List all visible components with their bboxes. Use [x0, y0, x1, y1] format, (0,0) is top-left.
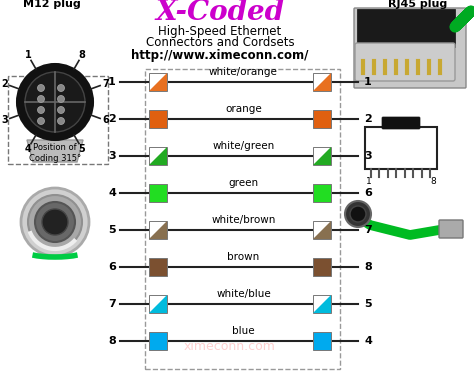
Text: orange: orange	[225, 104, 262, 114]
Text: 4: 4	[25, 144, 31, 154]
Circle shape	[42, 209, 68, 235]
Polygon shape	[313, 221, 331, 239]
Text: Connectors and Cordsets: Connectors and Cordsets	[146, 36, 294, 50]
Bar	[313, 110, 331, 128]
Circle shape	[37, 118, 45, 125]
Text: 2: 2	[364, 114, 372, 124]
Text: 3: 3	[1, 115, 8, 125]
Polygon shape	[27, 140, 83, 162]
Polygon shape	[149, 295, 167, 313]
Circle shape	[35, 202, 75, 242]
Circle shape	[37, 96, 45, 103]
Text: 5: 5	[79, 144, 85, 154]
Text: M12 plug: M12 plug	[23, 0, 81, 9]
FancyBboxPatch shape	[382, 117, 420, 129]
Text: 2: 2	[108, 114, 116, 124]
FancyBboxPatch shape	[439, 220, 463, 238]
Text: 6: 6	[364, 188, 372, 198]
Text: 7: 7	[364, 225, 372, 235]
Text: 1: 1	[366, 178, 372, 187]
Text: 1: 1	[108, 77, 116, 87]
Text: brown: brown	[228, 252, 260, 262]
Bar	[149, 184, 167, 202]
Polygon shape	[149, 73, 167, 91]
Text: 3: 3	[364, 151, 372, 161]
Bar	[8, 76, 108, 164]
Bar	[149, 110, 167, 128]
Text: 1: 1	[25, 50, 31, 60]
Bar	[313, 295, 331, 313]
Circle shape	[57, 118, 64, 125]
Text: 2: 2	[1, 79, 8, 89]
Text: RJ45 plug: RJ45 plug	[388, 0, 447, 9]
Polygon shape	[313, 147, 331, 165]
Text: 4: 4	[108, 188, 116, 198]
Bar	[145, 69, 340, 369]
Bar	[313, 221, 331, 239]
Text: ximeconn.com: ximeconn.com	[184, 341, 276, 353]
Circle shape	[25, 72, 85, 132]
Text: 8: 8	[79, 50, 85, 60]
Bar	[313, 73, 331, 91]
Text: 7: 7	[108, 299, 116, 309]
Text: 8: 8	[108, 336, 116, 346]
Text: white/blue: white/blue	[216, 289, 271, 299]
Bar	[313, 258, 331, 276]
Circle shape	[350, 206, 366, 222]
Polygon shape	[313, 73, 331, 91]
Circle shape	[21, 188, 89, 256]
Polygon shape	[357, 9, 455, 47]
Circle shape	[57, 96, 64, 103]
Circle shape	[37, 106, 45, 113]
Circle shape	[57, 84, 64, 91]
Text: 3: 3	[108, 151, 116, 161]
Circle shape	[17, 64, 93, 140]
Circle shape	[37, 84, 45, 91]
Text: X-Coded: X-Coded	[155, 0, 284, 26]
Text: white/green: white/green	[212, 141, 274, 151]
Polygon shape	[313, 295, 331, 313]
Text: white/orange: white/orange	[209, 67, 278, 77]
Polygon shape	[149, 221, 167, 239]
Polygon shape	[149, 147, 167, 165]
Text: 1: 1	[364, 77, 372, 87]
Text: 4: 4	[364, 336, 372, 346]
Circle shape	[345, 201, 371, 227]
Bar	[149, 73, 167, 91]
Circle shape	[57, 106, 64, 113]
Bar	[149, 221, 167, 239]
Text: green: green	[228, 178, 258, 188]
Bar	[313, 184, 331, 202]
FancyBboxPatch shape	[354, 8, 466, 88]
Bar	[365, 127, 437, 169]
Text: 7: 7	[102, 79, 109, 89]
Text: white/brown: white/brown	[211, 215, 276, 225]
Text: blue: blue	[232, 326, 255, 336]
Bar	[313, 147, 331, 165]
Text: 5: 5	[364, 299, 372, 309]
FancyBboxPatch shape	[355, 43, 455, 81]
Text: http://www.ximeconn.com/: http://www.ximeconn.com/	[131, 50, 309, 62]
Text: 5: 5	[108, 225, 116, 235]
Text: 8: 8	[430, 178, 436, 187]
Text: Position of
Coding 315°: Position of Coding 315°	[29, 142, 81, 163]
Text: 6: 6	[108, 262, 116, 272]
Bar	[149, 295, 167, 313]
Text: High-Speed Ethernet: High-Speed Ethernet	[158, 26, 282, 38]
Bar	[149, 332, 167, 350]
Bar	[149, 258, 167, 276]
Text: 6: 6	[102, 115, 109, 125]
Bar	[149, 147, 167, 165]
Bar	[313, 332, 331, 350]
Text: 8: 8	[364, 262, 372, 272]
Circle shape	[28, 195, 82, 249]
